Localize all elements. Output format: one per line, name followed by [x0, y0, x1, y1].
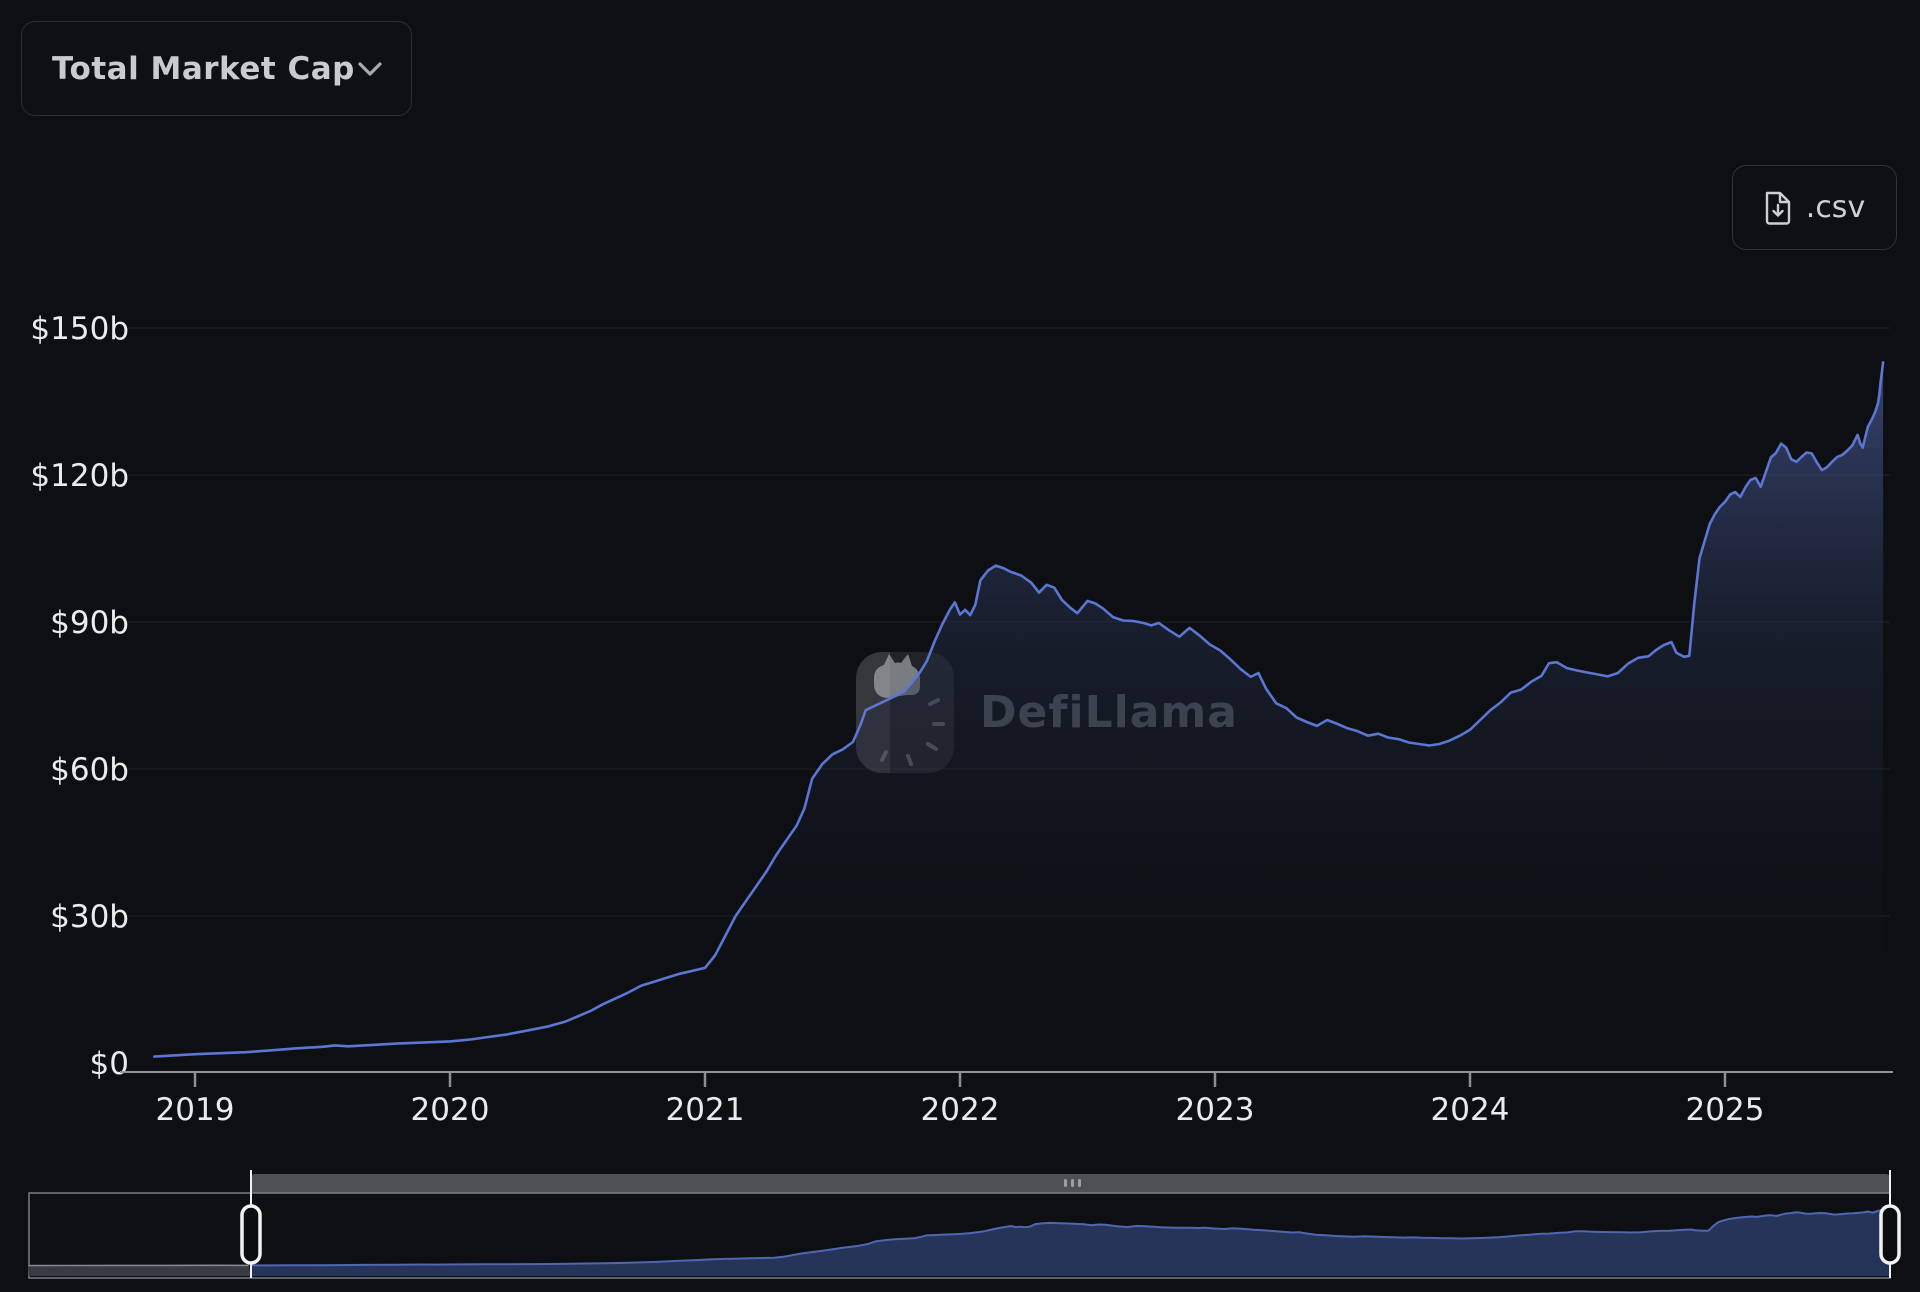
brush-scrollbar-grip-icon — [1064, 1179, 1081, 1187]
x-axis-label: 2023 — [1176, 1092, 1255, 1128]
minimap-selected-line — [251, 1204, 1894, 1267]
download-csv-label: .csv — [1805, 190, 1866, 225]
metric-selector-button[interactable]: Total Market Cap — [21, 21, 412, 116]
x-axis-label: 2021 — [666, 1092, 745, 1128]
chevron-down-icon — [358, 61, 382, 76]
x-axis-labels: 2019 2020 2021 2022 2023 2024 2025 — [156, 1092, 1765, 1128]
chart-series-line — [152, 361, 1885, 1058]
download-csv-button[interactable]: .csv — [1732, 165, 1897, 250]
y-axis-label: $60b — [50, 752, 129, 788]
x-axis-label: 2025 — [1686, 1092, 1765, 1128]
x-axis-label: 2020 — [411, 1092, 490, 1128]
y-axis-label: $150b — [30, 311, 129, 347]
y-axis-labels: $0 $30b $60b $90b $120b $150b — [30, 311, 129, 1082]
brush-scrollbar[interactable] — [251, 1174, 1890, 1193]
y-axis-label: $0 — [90, 1046, 129, 1082]
y-axis-label: $30b — [50, 899, 129, 935]
y-axis-label: $120b — [30, 458, 129, 494]
x-axis-label: 2024 — [1431, 1092, 1510, 1128]
brush-handle-right[interactable] — [1879, 1170, 1901, 1278]
minimap-selected-area — [251, 1205, 1893, 1276]
brush-handle-left[interactable] — [240, 1170, 262, 1278]
download-file-icon — [1765, 191, 1790, 225]
x-axis-label: 2019 — [156, 1092, 235, 1128]
minimap-unselected-area — [28, 1265, 251, 1276]
x-axis-ticks — [193, 1073, 1727, 1087]
metric-selector-label: Total Market Cap — [52, 50, 355, 87]
chart-area-fill — [154, 362, 1884, 1071]
y-axis-label: $90b — [50, 605, 129, 641]
x-axis-label: 2022 — [921, 1092, 1000, 1128]
time-range-brush — [28, 1170, 1901, 1279]
